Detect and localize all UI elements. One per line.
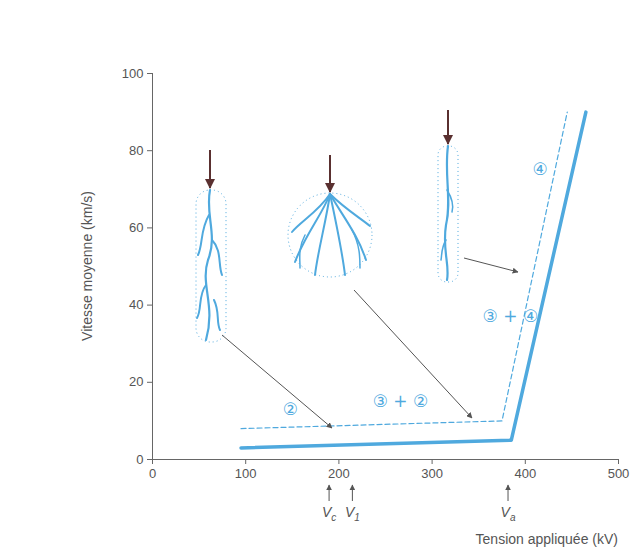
svg-text:0: 0 [149,466,156,481]
svg-text:Tension appliquée (kV): Tension appliquée (kV) [476,531,618,547]
svg-text:500: 500 [608,466,630,481]
svg-text:Va: Va [501,504,516,523]
svg-text:Vc: Vc [322,504,336,523]
svg-text:100: 100 [235,466,257,481]
svg-text:0: 0 [136,452,143,467]
svg-text:Vitesse moyenne (km/s): Vitesse moyenne (km/s) [79,191,95,341]
svg-text:100: 100 [122,66,144,81]
svg-text:80: 80 [129,143,143,158]
svg-text:③ + ④: ③ + ④ [483,306,539,326]
svg-text:400: 400 [514,466,536,481]
svg-text:300: 300 [421,466,443,481]
svg-text:②: ② [283,399,298,419]
svg-text:V1: V1 [345,504,360,523]
svg-text:20: 20 [129,374,143,389]
svg-text:40: 40 [129,297,143,312]
svg-text:60: 60 [129,220,143,235]
svg-text:④: ④ [533,159,548,179]
svg-text:③ + ②: ③ + ② [373,391,429,411]
svg-text:200: 200 [328,466,350,481]
